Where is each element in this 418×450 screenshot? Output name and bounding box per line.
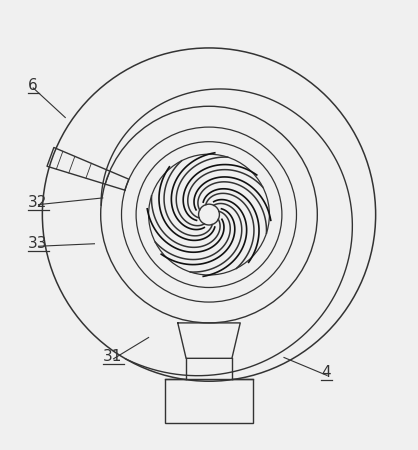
Text: 6: 6: [28, 78, 38, 93]
Text: 33: 33: [28, 236, 47, 251]
Text: 4: 4: [321, 365, 331, 380]
Text: 31: 31: [103, 349, 122, 364]
Bar: [165, 379, 253, 423]
Text: 32: 32: [28, 194, 47, 210]
